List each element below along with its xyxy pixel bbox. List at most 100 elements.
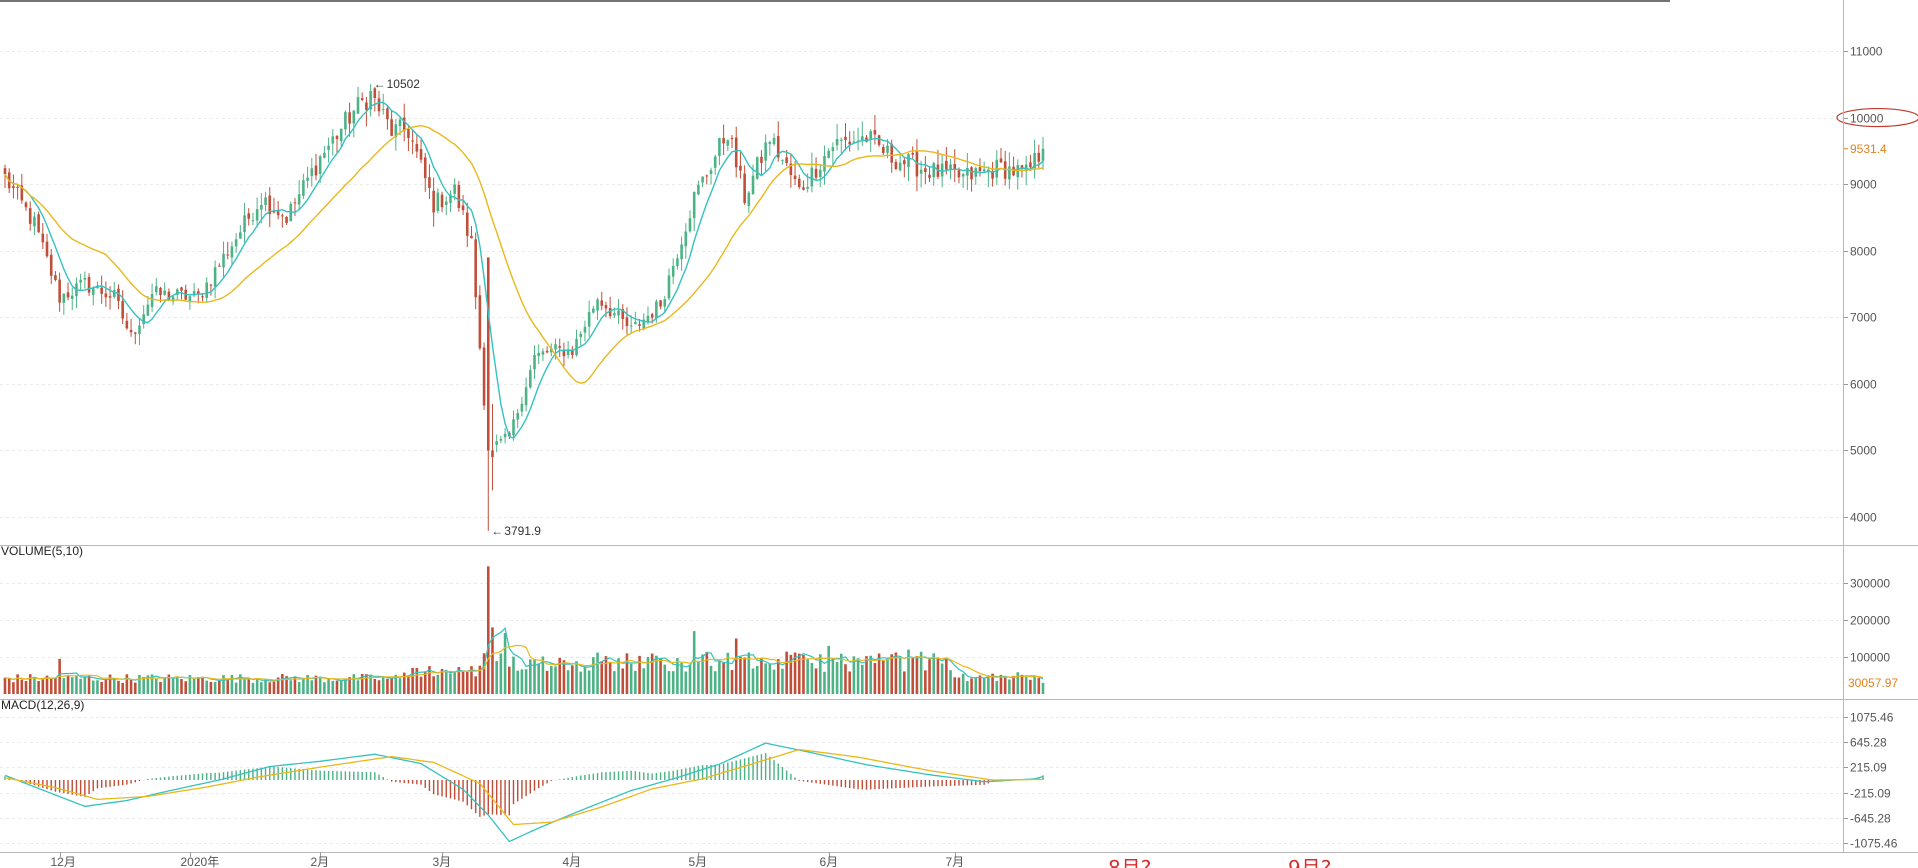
volume-bar xyxy=(100,681,103,694)
candle-body xyxy=(117,288,120,302)
candle-body xyxy=(831,147,835,152)
candle-body xyxy=(554,344,557,350)
candle-body xyxy=(87,276,91,293)
volume-bar xyxy=(734,638,738,694)
high-label: 10502 xyxy=(387,77,421,91)
candle-body xyxy=(907,153,910,168)
price-tick-label: 7000 xyxy=(1850,311,1877,325)
candle-body xyxy=(713,156,717,168)
candle-body xyxy=(747,192,751,206)
high-annotation: ← 10502 xyxy=(374,77,421,91)
volume-bar xyxy=(331,680,335,694)
candle-body xyxy=(112,290,116,297)
volume-bar xyxy=(814,668,818,694)
candle-body xyxy=(281,215,284,217)
macd-pane-title: MACD(12,26,9) xyxy=(1,698,84,712)
candle-body xyxy=(167,291,171,300)
candle-body xyxy=(423,157,427,179)
candle-body xyxy=(495,441,498,445)
candle-body xyxy=(848,141,851,145)
volume-bar xyxy=(680,662,683,694)
volume-bar xyxy=(911,657,915,694)
volume-bar xyxy=(411,668,414,694)
candle-body xyxy=(1041,148,1045,161)
candle-body xyxy=(1033,153,1036,169)
candle-body xyxy=(70,295,74,299)
volume-bar xyxy=(852,656,856,694)
volume-bar xyxy=(49,677,53,694)
volume-bar xyxy=(457,667,461,694)
volume-bar xyxy=(461,671,465,694)
volume-bar xyxy=(159,681,162,694)
candle-body xyxy=(512,419,515,436)
candle-body xyxy=(49,254,53,276)
volume-bar xyxy=(243,678,246,694)
candle-body xyxy=(579,333,583,338)
candle-body xyxy=(108,296,112,298)
volume-bar xyxy=(314,675,318,694)
candle-body xyxy=(600,300,604,306)
x-tick-label: 7月 xyxy=(946,855,965,868)
volume-bar xyxy=(478,665,482,694)
candle-body xyxy=(486,257,490,451)
volume-bar xyxy=(260,682,263,694)
candle-body xyxy=(785,157,788,164)
candle-body xyxy=(898,162,902,171)
candle-body xyxy=(928,174,931,178)
volume-bar xyxy=(974,677,978,694)
candle-body xyxy=(377,98,381,112)
volume-bar xyxy=(764,663,767,694)
volume-bar xyxy=(882,660,885,694)
candle-body xyxy=(1008,166,1011,180)
candle-body xyxy=(230,246,234,258)
volume-tick-label: 200000 xyxy=(1850,614,1890,628)
candle-body xyxy=(818,169,822,178)
candle-body xyxy=(398,119,402,127)
volume-bar xyxy=(503,632,507,694)
volume-bar xyxy=(579,671,583,694)
candle-body xyxy=(718,138,721,156)
volume-bar xyxy=(318,676,322,694)
candle-body xyxy=(940,163,944,177)
volume-bar xyxy=(890,654,894,694)
volume-bar xyxy=(436,674,440,694)
volume-bar xyxy=(953,677,957,694)
volume-bar xyxy=(226,679,230,694)
candle-body xyxy=(814,168,818,178)
candle-body xyxy=(802,187,805,190)
volume-bar xyxy=(919,651,923,694)
candle-body xyxy=(197,291,200,294)
x-tick-label: 5月 xyxy=(689,855,708,868)
volume-bar xyxy=(377,680,381,694)
candle-body xyxy=(62,293,66,303)
candle-body xyxy=(20,185,24,201)
candle-body xyxy=(33,216,36,227)
volume-bar xyxy=(743,657,746,694)
candle-body xyxy=(192,291,196,295)
candle-body xyxy=(760,156,763,163)
candle-body xyxy=(529,370,532,388)
volume-bar xyxy=(176,676,179,694)
candle-body xyxy=(1024,164,1028,172)
volume-bar xyxy=(394,674,398,694)
candle-body xyxy=(625,317,629,327)
candle-body xyxy=(659,300,662,307)
candle-body xyxy=(844,136,847,140)
candle-body xyxy=(125,320,129,329)
candle-body xyxy=(352,110,356,124)
volume-bar xyxy=(230,674,234,694)
volume-bar xyxy=(839,653,843,694)
candle-body xyxy=(45,241,49,257)
candle-body xyxy=(638,324,641,326)
volume-bar xyxy=(638,655,641,694)
volume-bar xyxy=(537,663,541,694)
candle-body xyxy=(999,158,1003,163)
volume-bar xyxy=(381,676,385,694)
candle-body xyxy=(558,346,562,348)
volume-bar xyxy=(62,678,66,694)
volume-bar xyxy=(726,652,730,694)
volume-bar xyxy=(1033,675,1036,694)
volume-bar xyxy=(860,664,864,694)
volume-bar xyxy=(655,655,658,694)
candle-body xyxy=(793,175,797,180)
